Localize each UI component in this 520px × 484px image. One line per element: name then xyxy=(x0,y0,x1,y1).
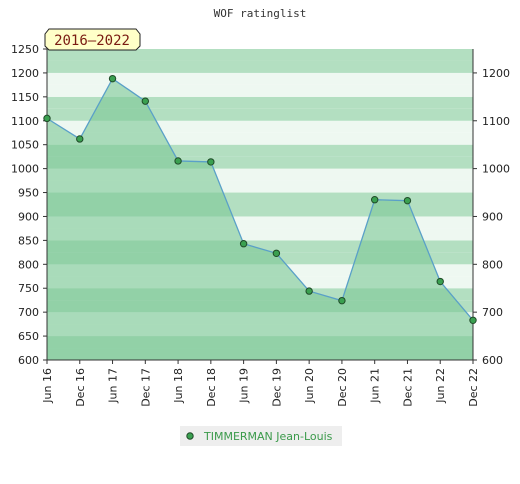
background-band xyxy=(47,96,473,109)
data-point xyxy=(108,74,117,83)
data-point xyxy=(436,277,444,286)
right-tick-label: 800 xyxy=(482,258,503,271)
legend-item-label: TIMMERMAN Jean-Louis xyxy=(203,430,333,443)
left-tick-label: 750 xyxy=(18,282,39,295)
data-point xyxy=(469,316,477,324)
background-band xyxy=(47,240,473,253)
right-tick-label: 1200 xyxy=(482,67,510,80)
legend: TIMMERMAN Jean-Louis xyxy=(180,426,342,446)
left-tick-label: 600 xyxy=(18,354,39,367)
x-tick-label: Dec 19 xyxy=(270,368,283,407)
data-point xyxy=(272,249,281,258)
x-tick-label: Dec 16 xyxy=(74,368,87,407)
series-line xyxy=(46,77,474,321)
background-band xyxy=(47,120,473,133)
chart-title: WOF ratinglist xyxy=(214,7,307,20)
data-point xyxy=(76,135,84,143)
x-tick-label: Jun 20 xyxy=(303,368,316,404)
x-tick-label: Jun 21 xyxy=(369,368,382,404)
background-band xyxy=(47,156,473,169)
left-tick-label: 850 xyxy=(18,234,39,247)
x-tick-label: Jun 17 xyxy=(107,368,120,404)
right-tick-label: 1100 xyxy=(482,115,510,128)
left-tick-label: 900 xyxy=(18,210,39,223)
background-band xyxy=(47,192,473,205)
left-tick-label: 1000 xyxy=(11,163,39,176)
data-point xyxy=(239,240,248,248)
legend-marker xyxy=(186,432,194,440)
data-point xyxy=(207,158,215,166)
legend-background xyxy=(180,426,342,446)
period-badge-shape xyxy=(44,28,141,51)
data-point xyxy=(305,287,313,295)
background-band xyxy=(47,108,473,121)
left-tick-label: 1250 xyxy=(11,43,39,56)
x-tick-label: Dec 22 xyxy=(467,368,480,407)
data-point xyxy=(43,114,51,123)
background-band xyxy=(47,60,473,73)
data-point xyxy=(370,196,379,204)
background-band xyxy=(47,49,473,61)
left-tick-label: 700 xyxy=(18,306,39,319)
right-tick-label: 900 xyxy=(482,210,503,223)
left-tick-label: 1050 xyxy=(11,139,39,152)
marker-layer xyxy=(43,74,477,324)
left-tick-label: 1100 xyxy=(11,115,39,128)
background-band xyxy=(47,204,473,217)
x-tick-label: Jun 19 xyxy=(238,368,251,404)
x-tick-label: Dec 18 xyxy=(205,368,218,407)
x-tick-label: Jun 22 xyxy=(434,368,447,404)
right-tick-label: 700 xyxy=(482,306,503,319)
period-badge: 2016–2022 xyxy=(44,28,141,51)
area-layer xyxy=(46,77,474,360)
data-point xyxy=(338,296,346,305)
x-tick-label: Dec 17 xyxy=(139,368,152,407)
background-band xyxy=(47,168,473,181)
background-band xyxy=(47,72,473,85)
series-area xyxy=(47,78,473,360)
data-point xyxy=(141,97,150,105)
left-tick-label: 1200 xyxy=(11,67,39,80)
data-point xyxy=(174,157,182,165)
x-tick-label: Jun 18 xyxy=(172,368,185,404)
background-band xyxy=(47,228,473,241)
background-band xyxy=(47,144,473,157)
background-band xyxy=(47,132,473,145)
x-tick-label: Jun 16 xyxy=(41,368,54,404)
left-tick-label: 1150 xyxy=(11,91,39,104)
x-tick-label: Dec 21 xyxy=(401,368,414,407)
background-band xyxy=(47,180,473,193)
data-point xyxy=(403,196,412,205)
axis-layer: 600 650 700 750 800 850 900 950 1000 1050 1100 1150… xyxy=(11,43,510,407)
period-label: 2016–2022 xyxy=(54,33,130,49)
x-tick-label: Dec 20 xyxy=(336,368,349,407)
left-tick-label: 800 xyxy=(18,258,39,271)
background-band xyxy=(47,216,473,229)
left-tick-label: 650 xyxy=(18,330,39,343)
right-tick-label: 1000 xyxy=(482,163,510,176)
background-band xyxy=(47,84,473,97)
right-tick-label: 600 xyxy=(482,354,503,367)
left-tick-label: 950 xyxy=(18,187,39,200)
